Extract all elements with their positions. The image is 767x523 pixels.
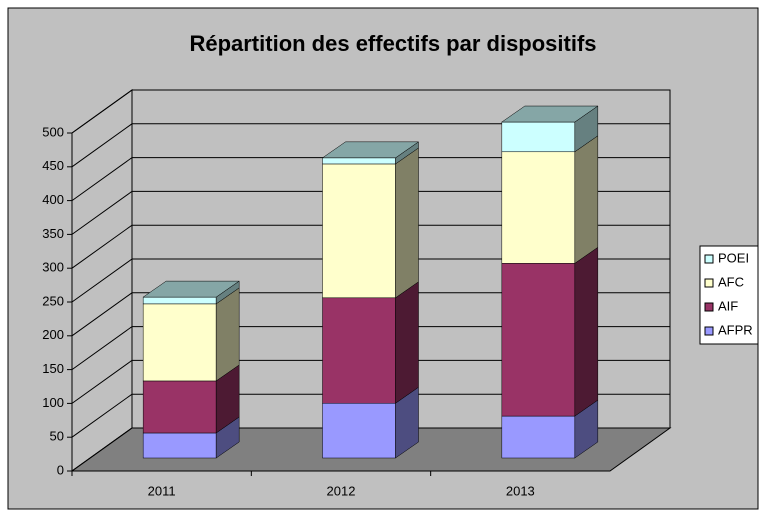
grid-line [71,89,670,134]
bar [322,157,396,165]
bar [501,151,576,264]
bar-side [395,147,419,299]
grid-line [71,393,670,438]
bar [501,263,576,417]
y-tick-label: 50 [50,429,64,444]
legend-label: POEI [718,250,749,265]
y-tick-label: 200 [42,327,64,342]
bar-top [501,105,599,123]
y-tick-label: 300 [42,260,64,275]
bar-side [574,246,599,417]
legend-swatch [704,278,714,288]
grid-line [71,258,670,303]
grid-line [71,190,670,235]
y-tick-label: 400 [42,192,64,207]
bar-top [321,141,420,159]
bar-side [395,281,419,404]
legend-swatch [704,326,714,336]
y-tick-label: 500 [42,124,64,139]
bar-side [574,135,599,264]
grid-line [71,326,670,371]
x-tick-label: 2011 [148,483,176,498]
grid-line [71,427,670,472]
bar [142,380,217,434]
bar [142,296,217,305]
bar [322,297,396,404]
legend-swatch [704,302,714,312]
x-tick-label: 2013 [506,483,535,498]
chart-title: Répartition des effectifs par dispositif… [189,31,596,56]
y-tick-label: 100 [42,395,64,410]
bar-side [215,287,240,382]
bar-top [142,280,240,298]
y-tick-label: 450 [42,158,64,173]
bar [501,415,576,459]
grid-line [71,157,670,202]
y-tick-label: 250 [42,293,64,308]
x-tick-label: 2012 [327,483,356,498]
bar [322,402,396,459]
grid-line [71,359,670,404]
legend-swatch [704,254,714,264]
bar [322,163,396,299]
y-tick-label: 0 [57,462,64,477]
grid-line [71,224,670,269]
y-tick-label: 150 [42,361,64,376]
grid-line [71,292,670,337]
legend-label: AIF [718,298,738,313]
legend-label: AFPR [718,322,753,337]
grid-line [71,123,670,168]
bar [142,432,217,459]
bar [142,303,217,382]
legend-label: AFC [718,274,744,289]
bar [501,121,576,153]
y-tick-label: 350 [42,226,64,241]
